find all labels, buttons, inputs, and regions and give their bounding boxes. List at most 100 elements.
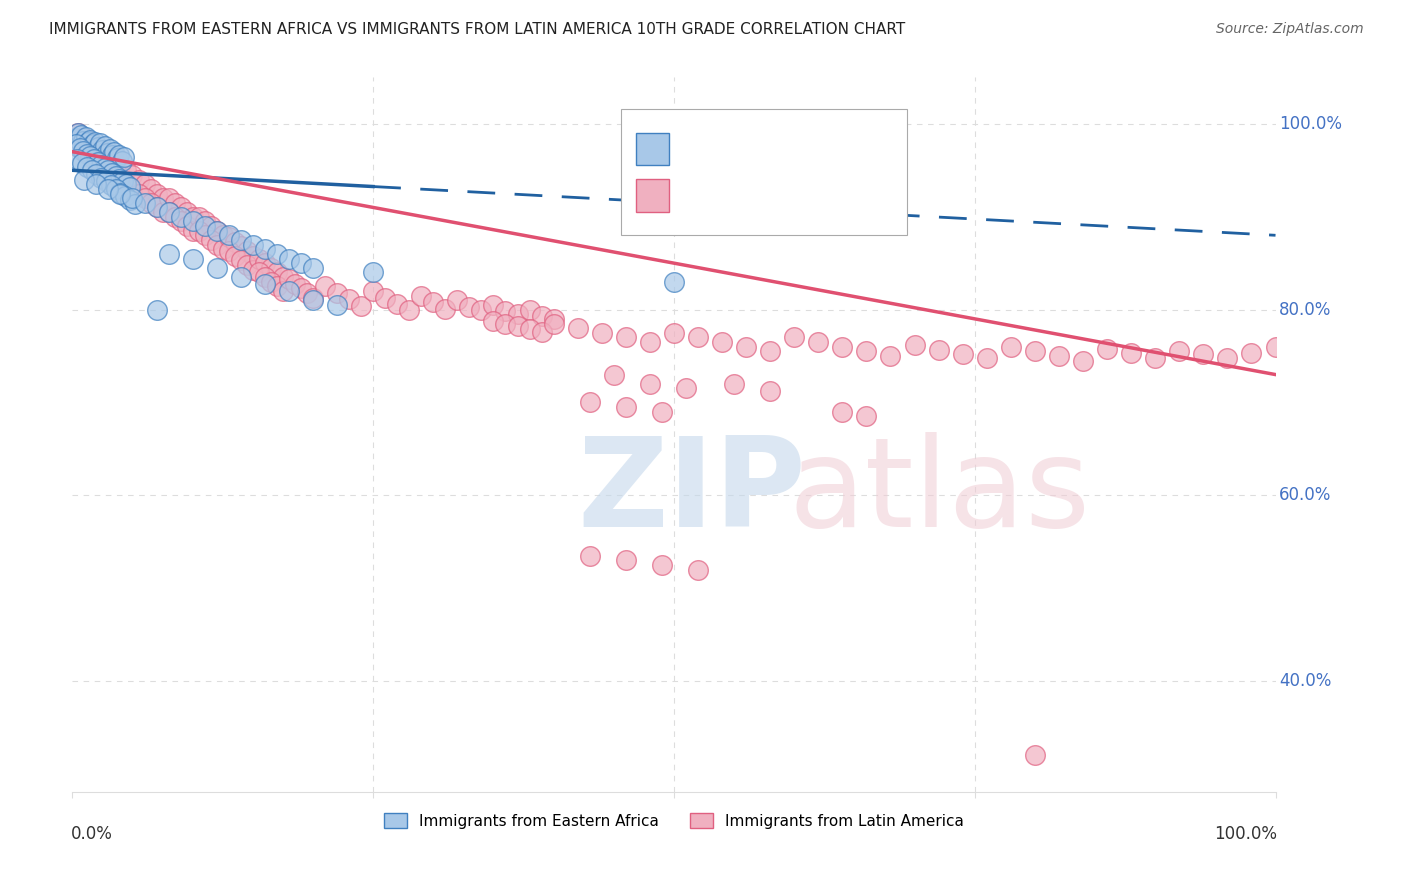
Point [124, 196, 146, 211]
Point [112, 150, 135, 164]
Point [831, 340, 853, 354]
Point [72, 134, 94, 148]
Point [1121, 346, 1143, 360]
Text: 100.0%: 100.0% [1213, 824, 1277, 843]
Point [855, 344, 877, 359]
Point [855, 409, 877, 424]
Point [187, 210, 209, 224]
Point [176, 205, 198, 219]
Text: 80.0%: 80.0% [1279, 301, 1331, 318]
Point [290, 281, 312, 295]
Point [530, 309, 553, 323]
Point [121, 168, 143, 182]
Text: -0.431: -0.431 [720, 186, 783, 204]
Point [101, 148, 124, 162]
Point [121, 191, 143, 205]
Point [104, 169, 127, 183]
Text: R =: R = [678, 140, 716, 158]
Point [361, 265, 384, 279]
Point [374, 291, 396, 305]
Point [72, 144, 94, 158]
Point [90, 158, 112, 172]
Point [75, 129, 97, 144]
Point [567, 321, 589, 335]
Point [157, 191, 180, 205]
Point [458, 300, 481, 314]
Point [73, 130, 96, 145]
Point [290, 256, 312, 270]
Point [115, 178, 138, 192]
Point [411, 288, 433, 302]
Point [120, 180, 142, 194]
Point [79, 149, 101, 163]
Point [614, 400, 637, 414]
Point [194, 214, 217, 228]
Point [614, 553, 637, 567]
Point [519, 302, 541, 317]
Point [134, 178, 156, 192]
Point [76, 160, 98, 174]
Point [759, 344, 782, 359]
Point [181, 214, 204, 228]
Point [284, 277, 307, 291]
Point [67, 140, 90, 154]
Point [1047, 349, 1070, 363]
Point [86, 155, 108, 169]
Point [242, 237, 264, 252]
Point [277, 272, 299, 286]
Point [134, 191, 156, 205]
Point [831, 405, 853, 419]
Point [86, 140, 108, 154]
Point [266, 265, 288, 279]
Point [260, 260, 283, 275]
Point [86, 140, 108, 154]
Point [100, 178, 122, 193]
Point [253, 270, 276, 285]
Text: Source: ZipAtlas.com: Source: ZipAtlas.com [1216, 22, 1364, 37]
Point [67, 126, 90, 140]
Point [66, 152, 89, 166]
Point [103, 154, 125, 169]
Point [361, 284, 384, 298]
Point [97, 163, 120, 178]
Point [145, 201, 167, 215]
Point [495, 317, 517, 331]
Point [205, 237, 228, 252]
Text: ZIP: ZIP [578, 432, 807, 553]
Point [108, 147, 131, 161]
Point [65, 137, 87, 152]
Point [83, 152, 105, 166]
Point [163, 210, 186, 224]
Point [157, 205, 180, 219]
Point [266, 247, 288, 261]
Point [482, 314, 505, 328]
Point [686, 563, 709, 577]
Point [121, 182, 143, 196]
Point [194, 219, 217, 233]
Point [86, 167, 108, 181]
Point [302, 293, 325, 308]
Point [90, 170, 112, 185]
Point [603, 368, 626, 382]
Point [181, 252, 204, 266]
Point [1095, 342, 1118, 356]
Point [662, 275, 685, 289]
Point [194, 228, 217, 243]
Point [1168, 344, 1191, 359]
Text: 0.0%: 0.0% [72, 824, 112, 843]
Point [314, 279, 336, 293]
Point [91, 159, 114, 173]
Point [163, 195, 186, 210]
Point [662, 326, 685, 340]
Point [543, 311, 565, 326]
Point [229, 253, 252, 268]
Point [591, 326, 613, 340]
Point [91, 145, 114, 159]
Point [759, 384, 782, 399]
Text: N=: N= [790, 140, 824, 158]
Point [205, 260, 228, 275]
Point [434, 301, 457, 316]
Point [82, 137, 104, 152]
Point [229, 239, 252, 253]
Point [242, 249, 264, 263]
